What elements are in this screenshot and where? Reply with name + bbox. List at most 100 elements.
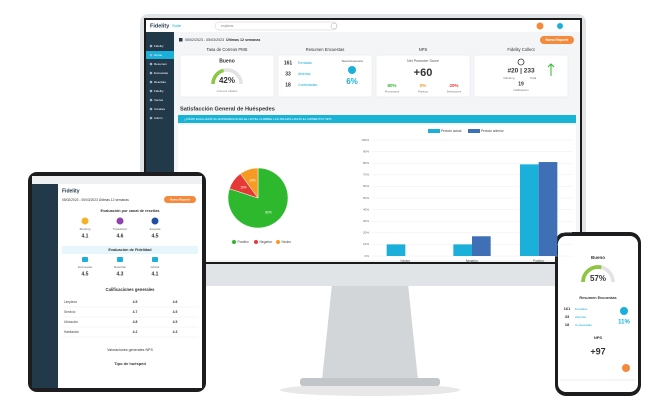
pie-slice — [240, 167, 259, 199]
legend-label: Negativo — [260, 240, 273, 244]
channel-label: Booking — [80, 227, 91, 231]
nav-item: Fidelity — [154, 44, 164, 48]
nav-item: Fidelity — [154, 89, 164, 93]
y-tick-label: 90% — [363, 149, 369, 153]
card — [277, 54, 373, 98]
card — [473, 54, 569, 98]
bar — [520, 164, 539, 256]
nps-part-value: 0% — [420, 83, 427, 88]
y-tick-label: 70% — [363, 173, 369, 177]
x-tick-label: Positivo — [533, 259, 544, 263]
channel-icon — [81, 217, 89, 225]
card-value: 42% — [219, 76, 235, 85]
channel-label: Tripadvisor — [113, 227, 128, 231]
collect-score: 19 — [518, 81, 524, 87]
nav-item: Reseñas — [154, 80, 166, 84]
survey-count: 33 — [285, 71, 291, 77]
collect-sub: Total — [530, 76, 537, 80]
fidelity-label: Reseñas — [114, 265, 126, 269]
y-tick-label: 30% — [363, 219, 369, 223]
user-icon[interactable] — [536, 22, 544, 30]
tablet-section: Evaluación de Fidelidad — [108, 248, 152, 252]
rating-label: Servicio — [64, 310, 76, 314]
calendar-icon — [179, 38, 183, 42]
pie-label: 80% — [265, 210, 272, 214]
nav-item: Encuestas — [154, 71, 169, 75]
rate-value: 6% — [346, 77, 358, 86]
card-caption: Correos válidos — [217, 89, 238, 93]
card — [179, 54, 275, 98]
nav-icon — [149, 44, 153, 48]
sidebar-active — [146, 51, 174, 59]
card — [375, 54, 471, 98]
phone-section: Resumen Encuestas — [579, 296, 616, 300]
tablet-date: 05/02/2023 - 05/03/2023 Últimas 12 seman… — [62, 198, 129, 202]
fidelity-icon — [82, 257, 88, 262]
fidelity-label: Encuestas — [78, 265, 93, 269]
phone-label: Contestadas — [575, 323, 592, 327]
rating-label: Habitación — [64, 330, 79, 334]
settings-icon[interactable] — [557, 23, 563, 29]
rate-label: Tasa Respuesta — [341, 59, 363, 63]
bar — [453, 244, 472, 256]
legend-label: Neutro — [282, 240, 292, 244]
phone-screen — [558, 236, 638, 392]
fidelity-value: 4.1 — [152, 271, 159, 277]
bar — [386, 244, 406, 256]
legend-label: Periodo anterior — [481, 129, 505, 133]
new-report-label: Nuevo Reporte — [546, 38, 569, 42]
nav-icon — [149, 62, 153, 66]
x-tick-label: Neutro — [401, 259, 411, 263]
nps-part-label: Detractores — [447, 90, 462, 94]
phone-count: 18 — [565, 322, 570, 327]
monitor-base — [300, 378, 440, 386]
rating-value: 4.8 — [133, 320, 138, 324]
tablet-section: Evaluación por canal de reseñas — [101, 209, 160, 213]
tablet-section: Valoraciones generales NPS — [107, 348, 153, 352]
nav-item: Home — [154, 53, 162, 57]
tablet-screen — [32, 176, 202, 388]
nps-value: +60 — [414, 67, 433, 79]
fidelity-icon — [152, 257, 158, 262]
legend-swatch — [428, 129, 440, 133]
rating-value: 4.9 — [173, 320, 178, 324]
pie-label: 10% — [249, 179, 256, 183]
pie-label: 10% — [240, 185, 247, 189]
tablet-new-report[interactable] — [164, 196, 196, 203]
y-tick-label: 50% — [363, 196, 369, 200]
rating-value: 4.7 — [133, 310, 138, 314]
x-tick-label: Negativo — [466, 259, 479, 263]
tablet-section: Tipo de huésped — [114, 361, 146, 366]
search-dropdown[interactable] — [330, 22, 338, 30]
phone-count: 33 — [565, 314, 570, 319]
tablet-new-report-label: Nuevo Reporte — [170, 197, 190, 201]
legend-label: Periodo actual — [441, 129, 462, 133]
fidelity-value: 4.5 — [82, 271, 89, 277]
survey-label: Abiertas — [298, 72, 311, 76]
new-report-button[interactable] — [540, 36, 574, 44]
bar — [538, 162, 558, 256]
card-title: Fidelity Collect — [507, 47, 535, 52]
nav-item: Ventas — [154, 98, 164, 102]
collect-sub: Ranking — [503, 76, 514, 80]
phone-status: Bueno — [591, 255, 605, 260]
channel-value: 4.6 — [117, 233, 124, 239]
top-bar — [146, 20, 580, 32]
rating-label: Ubicación — [64, 320, 78, 324]
y-tick-label: 20% — [363, 231, 369, 235]
survey-count: 161 — [284, 60, 293, 66]
tablet-section: Calificaciones generales — [106, 287, 156, 292]
nav-item: Resumen — [154, 62, 167, 66]
question-bar — [178, 115, 576, 123]
legend-swatch — [276, 240, 280, 244]
collect-score-label: Calificación — [513, 88, 529, 92]
nps-part-value: 20% — [449, 83, 458, 88]
phone-label: Abiertas — [575, 315, 587, 319]
legend-swatch — [232, 240, 236, 244]
legend-swatch — [254, 240, 258, 244]
fidelity-icon — [117, 257, 123, 262]
survey-label: Enviadas — [298, 61, 312, 65]
phone-fab — [622, 364, 630, 372]
collect-icon — [517, 58, 525, 66]
y-tick-label: 60% — [363, 184, 369, 188]
